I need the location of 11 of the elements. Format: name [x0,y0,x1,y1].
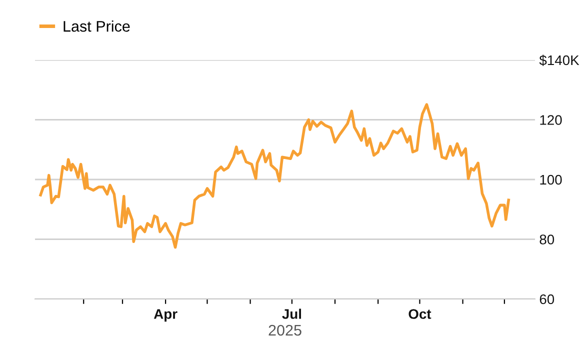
x-axis-title: 2025 [268,324,302,336]
y-tick-label: 60 [540,294,554,304]
line-series [39,103,510,249]
x-tick-label: Oct [408,309,432,319]
y-tick-label: 100 [540,174,562,185]
y-tick-label: $140K [539,54,580,66]
x-tick-label: Jul [282,308,301,319]
y-tick-label: 120 [540,115,562,125]
y-tick-label: 80 [540,234,554,244]
x-tick-label: Apr [154,309,178,322]
legend-label: Last Price [64,20,130,32]
